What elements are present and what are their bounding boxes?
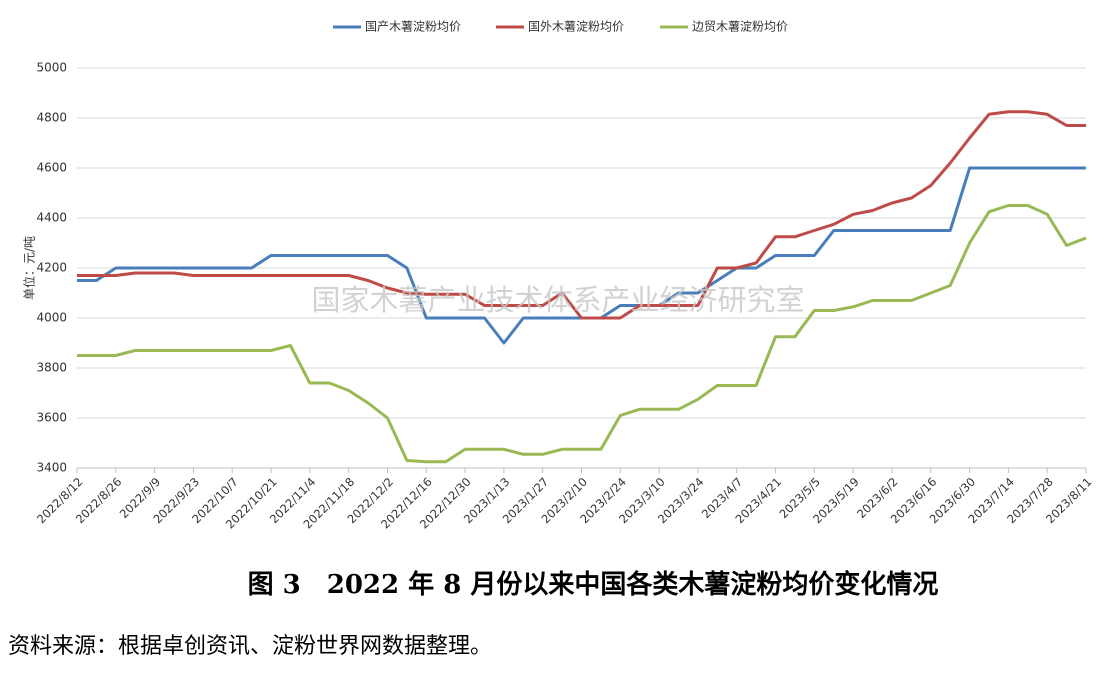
legend-label: 国产木薯淀粉均价 — [365, 20, 461, 34]
watermark: 国家木薯产业技术体系产业经济研究室 — [311, 283, 804, 317]
y-tick-label: 4000 — [36, 311, 67, 325]
y-tick-label: 5000 — [36, 61, 67, 75]
legend-label: 国外木薯淀粉均价 — [528, 20, 624, 34]
y-axis-label: 单位：元/吨 — [22, 236, 37, 300]
y-tick-label: 4600 — [36, 161, 67, 175]
y-tick-label: 3600 — [36, 411, 67, 425]
series-line — [77, 204, 1087, 464]
y-tick-label: 4800 — [36, 111, 67, 125]
series-line — [77, 110, 1086, 320]
caption: 图 3 2022 年 8 月份以来中国各类木薯淀粉均价变化情况 — [248, 569, 939, 600]
source-note: 资料来源：根据卓创资讯、淀粉世界网数据整理。 — [8, 634, 492, 659]
legend-label: 边贸木薯淀粉均价 — [692, 20, 788, 34]
y-tick-label: 4200 — [36, 261, 67, 275]
y-tick-label: 4400 — [36, 211, 67, 225]
y-tick-label: 3400 — [36, 461, 67, 475]
y-tick-label: 3800 — [36, 361, 67, 375]
